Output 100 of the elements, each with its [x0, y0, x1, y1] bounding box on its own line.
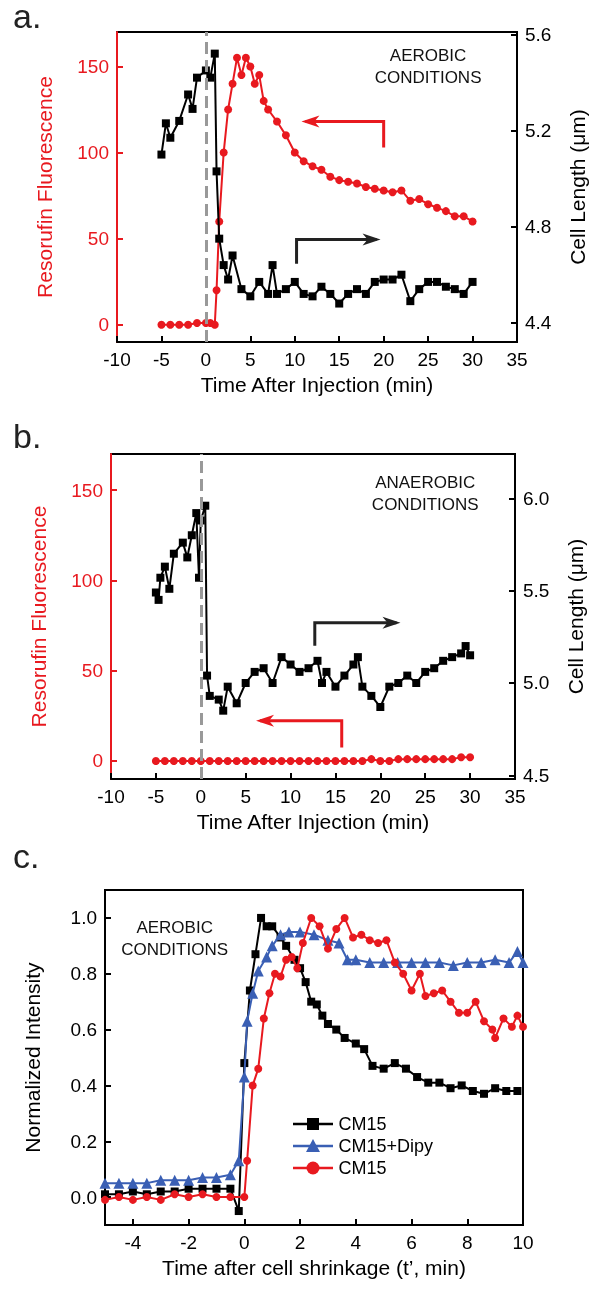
- point: [507, 1022, 516, 1031]
- point: [160, 562, 169, 571]
- point: [390, 1059, 399, 1068]
- point: [187, 531, 196, 540]
- point: [283, 926, 295, 938]
- point: [367, 691, 376, 700]
- point: [382, 936, 391, 945]
- point: [403, 671, 412, 680]
- point: [441, 207, 450, 216]
- x-tick-label: 10: [284, 349, 306, 370]
- point: [513, 1087, 522, 1095]
- point: [446, 1084, 455, 1093]
- point: [370, 277, 379, 286]
- point: [461, 642, 470, 651]
- point: [273, 117, 281, 126]
- point: [161, 119, 170, 128]
- point: [276, 972, 285, 981]
- x-tick-label: -5: [152, 349, 170, 370]
- x-tick-label: 15: [324, 786, 347, 807]
- point: [388, 275, 397, 284]
- point: [358, 682, 367, 691]
- point: [433, 277, 441, 286]
- point: [275, 929, 287, 941]
- point: [241, 678, 250, 687]
- point: [155, 1174, 167, 1186]
- point: [241, 1015, 253, 1027]
- point: [406, 957, 418, 969]
- x-tick-label: -10: [103, 349, 131, 370]
- point: [424, 200, 433, 209]
- point: [240, 1193, 249, 1202]
- point: [360, 1045, 369, 1054]
- point: [246, 62, 255, 71]
- point: [298, 939, 307, 948]
- y2-tick-label: 5.5: [523, 580, 550, 602]
- point: [459, 289, 468, 298]
- point: [214, 695, 223, 704]
- point: [463, 1008, 472, 1017]
- point: [519, 1022, 527, 1031]
- point: [307, 913, 316, 922]
- point: [128, 1195, 137, 1204]
- y-tick-label: 150: [77, 55, 109, 77]
- point: [315, 922, 324, 931]
- point: [419, 957, 431, 969]
- point: [113, 1177, 125, 1189]
- point: [341, 954, 353, 966]
- point: [299, 289, 308, 298]
- point: [421, 992, 430, 1001]
- point: [471, 997, 480, 1006]
- point: [257, 913, 266, 922]
- point: [415, 195, 424, 204]
- point: [379, 275, 388, 284]
- point: [224, 105, 233, 114]
- point: [277, 653, 286, 662]
- point: [415, 285, 424, 294]
- point: [165, 584, 174, 593]
- point: [344, 289, 353, 298]
- point: [353, 653, 362, 662]
- y2-tick-label: 4.8: [525, 216, 552, 238]
- point: [198, 1190, 207, 1199]
- point: [335, 299, 344, 308]
- point: [340, 913, 349, 922]
- point: [441, 282, 450, 291]
- point: [268, 678, 277, 687]
- point: [368, 1061, 377, 1070]
- point: [439, 656, 448, 665]
- x-axis-title: Time After Injection (min): [196, 810, 430, 833]
- point: [479, 1017, 488, 1026]
- point: [246, 292, 255, 301]
- point: [344, 177, 353, 186]
- point: [308, 162, 317, 171]
- point: [370, 184, 379, 193]
- point: [349, 933, 358, 942]
- point: [331, 682, 340, 691]
- y-tick-label: 50: [81, 660, 103, 682]
- point: [304, 664, 313, 673]
- point: [210, 49, 219, 58]
- point: [266, 940, 278, 952]
- point: [205, 691, 214, 700]
- y2-tick-label: 5.0: [523, 672, 550, 694]
- point: [237, 71, 246, 80]
- point: [219, 148, 228, 157]
- point: [317, 282, 326, 291]
- x-tick-label: -10: [97, 786, 125, 807]
- point: [197, 1172, 209, 1184]
- point: [317, 165, 326, 174]
- x-tick-label: 0: [239, 1232, 250, 1253]
- point: [259, 664, 268, 673]
- point: [273, 289, 281, 298]
- point: [308, 929, 320, 941]
- point: [353, 285, 361, 294]
- point: [232, 699, 241, 708]
- point: [259, 96, 268, 105]
- point: [450, 285, 459, 294]
- point: [219, 706, 228, 715]
- point: [301, 978, 310, 987]
- point: [429, 989, 438, 998]
- y2-tick-label: 6.0: [523, 487, 550, 509]
- y-axis-title: Resorufin Fluorescence: [33, 76, 56, 298]
- point: [268, 261, 277, 270]
- point: [282, 955, 291, 964]
